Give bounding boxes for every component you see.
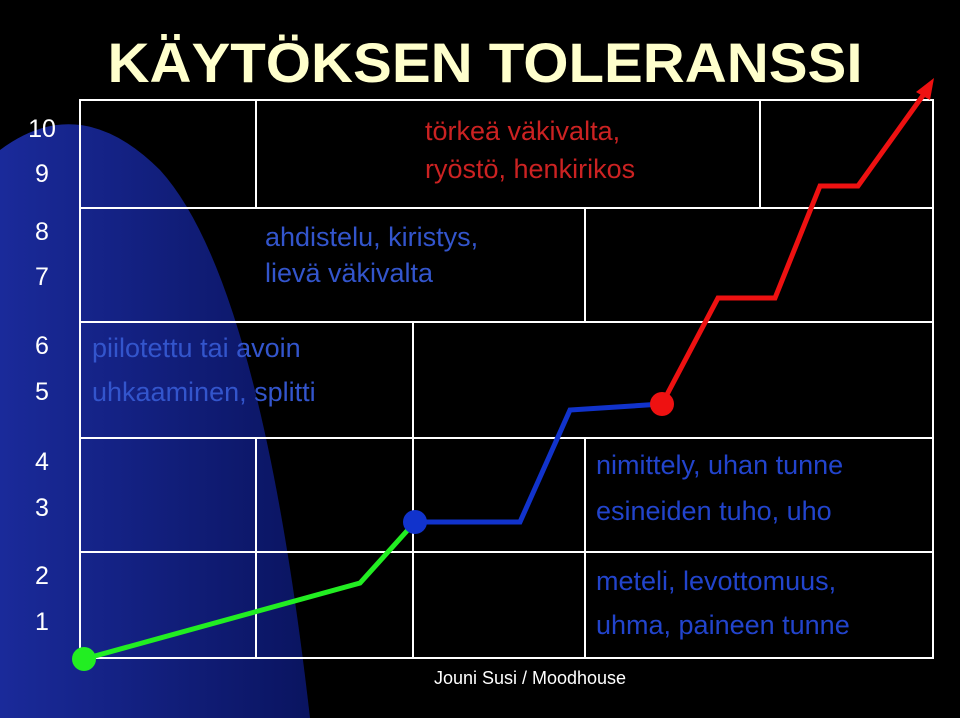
level-text: piilotettu tai avoin [92,333,301,363]
red-dot [650,392,674,416]
level-text: törkeä väkivalta, [425,116,620,146]
scale-label: 9 [35,160,49,188]
scale-label: 5 [35,378,49,406]
scale-label: 6 [35,332,49,360]
scale-label: 4 [35,448,49,476]
blue-dot [403,510,427,534]
title: KÄYTÖKSEN TOLERANSSI [108,31,863,94]
level-text: uhma, paineen tunne [596,610,850,640]
red-line [659,92,927,406]
level-text: ryöstö, henkirikos [425,154,635,184]
scale-label: 3 [35,494,49,522]
level-text: ahdistelu, kiristys, [265,222,478,252]
levels: törkeä väkivalta, ryöstö, henkirikos ahd… [92,116,850,640]
green-line [83,520,417,662]
grid [79,99,934,659]
scale-label: 2 [35,562,49,590]
scale-label: 10 [28,115,56,143]
scale-label: 1 [35,608,49,636]
green-dot [72,647,96,671]
level-text: nimittely, uhan tunne [596,450,843,480]
level-text: lievä väkivalta [265,258,434,288]
level-text: meteli, levottomuus, [596,566,836,596]
scale-label: 8 [35,218,49,246]
arrow-head [916,78,934,100]
footer: Jouni Susi / Moodhouse [434,668,626,688]
scale-label: 7 [35,263,49,291]
blue-line [415,401,663,525]
backdrop-shape [0,124,310,718]
level-text: esineiden tuho, uho [596,496,832,526]
level-text: uhkaaminen, splitti [92,377,316,407]
